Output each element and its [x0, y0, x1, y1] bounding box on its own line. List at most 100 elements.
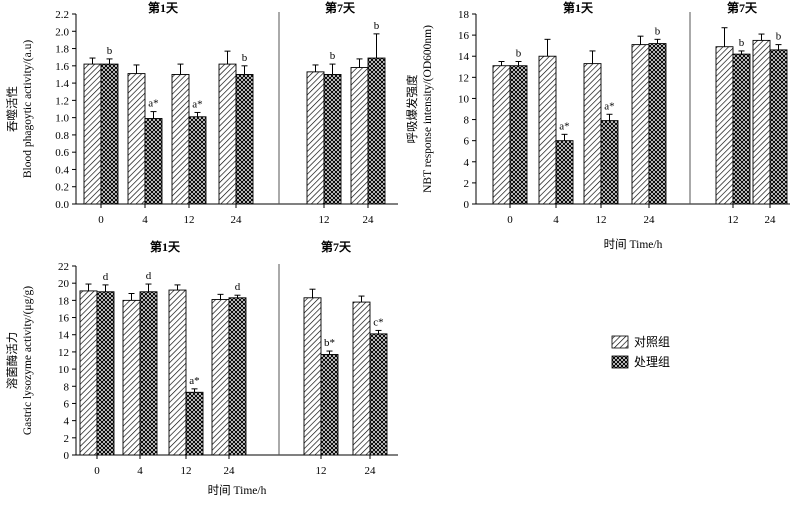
bar-treated: [100, 63, 119, 205]
significance-label: a*: [604, 100, 614, 112]
significance-label: b: [330, 50, 336, 62]
bar-treated: [732, 53, 751, 205]
x-tick-label: 24: [363, 214, 375, 226]
bar-control: [538, 55, 557, 205]
day-group-title: 第7天: [727, 0, 758, 15]
x-tick-label: 12: [316, 465, 327, 477]
bar-control: [168, 289, 187, 456]
x-tick-label: 24: [224, 465, 236, 477]
x-tick-label: 24: [365, 465, 377, 477]
y-tick-label: 6: [464, 136, 470, 148]
significance-label: b: [516, 48, 522, 60]
y-tick-label: 10: [58, 364, 70, 376]
y-axis-label-cn: 溶菌酶活力: [5, 332, 19, 390]
significance-label: b: [776, 31, 782, 43]
y-tick-label: 12: [458, 72, 469, 84]
bar-treated: [185, 391, 204, 456]
y-tick-label: 1.4: [55, 78, 69, 90]
bar-control: [171, 74, 190, 205]
significance-label: a*: [189, 375, 199, 387]
y-tick-label: 6: [64, 398, 70, 410]
bar-control: [715, 46, 734, 205]
day-group-title: 第7天: [325, 0, 356, 15]
y-tick-label: 1.6: [55, 61, 69, 73]
y-axis-label-cn: 吞噬活性: [5, 86, 19, 132]
y-tick-label: 16: [458, 30, 470, 42]
significance-label: a*: [192, 98, 202, 110]
y-tick-label: 14: [58, 330, 70, 342]
x-tick-label: 12: [181, 465, 192, 477]
chart-panel-1: 0.0 0.2 0.4 0.6 0.8 1.0 1.2 1.4 1.6 1.8 2.0 2.2 吞噬活性…: [5, 0, 398, 226]
y-tick-label: 14: [458, 51, 470, 63]
significance-label: a*: [148, 98, 158, 110]
y-tick-label: 2: [64, 433, 70, 445]
x-tick-label: 24: [231, 214, 243, 226]
bar-control: [218, 63, 237, 205]
legend-swatch-treated: [611, 355, 629, 369]
x-tick-label: 0: [98, 214, 104, 226]
bar-treated: [228, 297, 247, 456]
y-tick-label: 20: [58, 278, 70, 290]
significance-label: b: [242, 52, 248, 64]
y-axis-label-cn: 呼吸爆发强度: [405, 74, 419, 143]
bar-treated: [648, 43, 667, 205]
y-axis-label-en: NBT response intensity/(OD600nm): [422, 25, 434, 193]
y-tick-label: 22: [58, 261, 69, 273]
significance-label: d: [103, 271, 109, 283]
bar-treated: [769, 49, 788, 205]
x-tick-label: 0: [94, 465, 100, 477]
x-tick-label: 12: [596, 214, 607, 226]
significance-label: b*: [324, 337, 335, 349]
day-group-title: 第1天: [563, 0, 594, 15]
significance-label: d: [146, 270, 152, 282]
bar-control: [583, 63, 602, 205]
y-tick-label: 4: [464, 157, 470, 169]
bar-control: [127, 73, 146, 205]
legend-swatch-control: [611, 335, 629, 349]
significance-label: a*: [559, 120, 569, 132]
bar-treated: [96, 291, 115, 456]
y-tick-label: 4: [64, 416, 70, 428]
bar-treated: [600, 120, 619, 205]
bar-control: [83, 63, 102, 205]
x-tick-label: 0: [507, 214, 513, 226]
x-axis-title: 时间 Time/h: [208, 484, 267, 497]
x-tick-label: 4: [137, 465, 143, 477]
y-tick-label: 8: [464, 115, 470, 127]
bar-treated: [323, 74, 342, 205]
significance-label: b: [374, 20, 380, 32]
bar-control: [79, 290, 98, 456]
significance-label: b: [655, 25, 661, 37]
y-axis-label-en: Blood phagoytic activity/(a.u): [22, 40, 34, 178]
bar-treated: [144, 118, 163, 205]
x-tick-label: 24: [644, 214, 656, 226]
day-group-title: 第7天: [321, 239, 352, 254]
y-tick-label: 0: [64, 450, 70, 462]
significance-label: c*: [373, 316, 383, 328]
day-group-title: 第1天: [150, 239, 181, 254]
y-tick-label: 16: [58, 313, 70, 325]
bar-control: [122, 299, 141, 456]
y-tick-label: 0.8: [55, 130, 69, 142]
x-tick-label: 4: [142, 214, 148, 226]
legend: 对照组 处理组: [611, 335, 670, 369]
y-tick-label: 0.6: [55, 147, 69, 159]
x-tick-label: 24: [765, 214, 777, 226]
bar-control: [492, 65, 511, 205]
bar-control: [211, 299, 230, 456]
y-tick-label: 10: [458, 93, 470, 105]
y-tick-label: 8: [64, 381, 70, 393]
bar-treated: [555, 140, 574, 205]
bar-treated: [139, 291, 158, 456]
bar-control: [752, 39, 771, 205]
y-tick-label: 2: [464, 178, 470, 190]
bar-control: [350, 67, 369, 205]
bar-control: [306, 71, 325, 205]
bar-treated: [369, 333, 388, 456]
day-group-title: 第1天: [148, 0, 179, 15]
y-tick-label: 1.0: [55, 113, 69, 125]
y-tick-label: 12: [58, 347, 69, 359]
